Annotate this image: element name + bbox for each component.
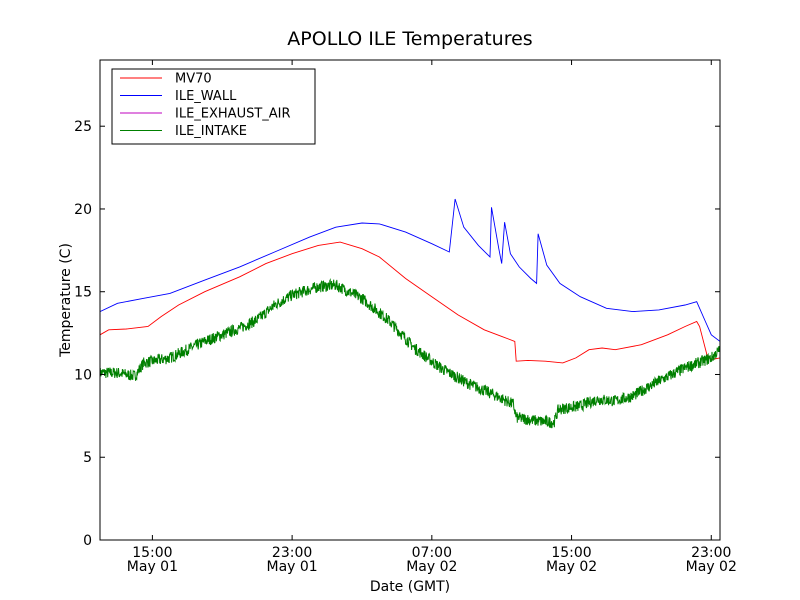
- x-tick-label-time: 23:00: [691, 545, 731, 561]
- legend: MV70 ILE_WALL ILE_EXHAUST_AIR ILE_INTAKE: [111, 68, 316, 145]
- legend-entry-label: ILE_WALL: [175, 89, 237, 104]
- y-tick-label: 15: [74, 285, 92, 301]
- y-tick-label: 25: [74, 119, 92, 135]
- x-axis-label: Date (GMT): [370, 579, 450, 595]
- series-line-ile-intake: [100, 278, 720, 429]
- x-tick-label-date: May 01: [127, 559, 178, 575]
- x-tick-label-date: May 02: [406, 559, 457, 575]
- legend-entry-label: ILE_INTAKE: [175, 124, 247, 139]
- y-tick-label: 10: [74, 367, 92, 383]
- x-tick-label-date: May 02: [546, 559, 597, 575]
- y-tick-label: 5: [83, 450, 92, 466]
- y-tick-label: 20: [74, 202, 92, 218]
- legend-entry-label: MV70: [175, 72, 212, 87]
- x-tick-label-time: 07:00: [412, 545, 452, 561]
- y-axis-label: Temperature (C): [58, 243, 74, 358]
- legend-box: [111, 68, 316, 145]
- legend-entry-label: ILE_EXHAUST_AIR: [175, 107, 291, 122]
- series-line-ile-wall: [100, 198, 720, 342]
- y-tick-label: 0: [83, 533, 92, 549]
- x-tick-label-date: May 01: [267, 559, 318, 575]
- chart-title: APOLLO ILE Temperatures: [287, 28, 532, 50]
- x-tick-label-time: 15:00: [551, 545, 591, 561]
- x-tick-label-time: 15:00: [132, 545, 172, 561]
- plot-frame: [99, 59, 721, 541]
- x-tick-label-time: 23:00: [272, 545, 312, 561]
- x-tick-label-date: May 02: [686, 559, 737, 575]
- series-line-mv70: [100, 241, 720, 364]
